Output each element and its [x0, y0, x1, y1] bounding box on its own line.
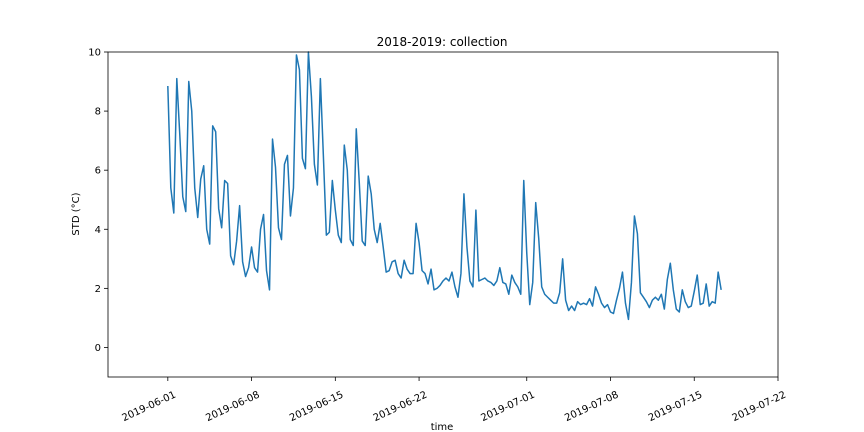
- series-layer: [167, 51, 722, 321]
- y-tick-label: 2: [95, 284, 101, 295]
- x-tick-label: 2019-07-08: [563, 390, 620, 425]
- y-tick-label: 8: [95, 107, 101, 118]
- x-axis-label: time: [431, 422, 454, 432]
- y-tick-label: 4: [95, 225, 101, 236]
- series-line-0: [167, 51, 722, 321]
- y-tick-label: 10: [88, 48, 101, 59]
- y-axis: 0 2 4 6 8 10: [88, 48, 108, 354]
- x-tick-label: 2019-06-15: [288, 390, 345, 425]
- x-axis: 2019-06-01 2019-06-08 2019-06-15 2019-06-22…: [120, 377, 788, 424]
- y-axis-label: STD (°C): [71, 192, 82, 235]
- x-tick-label: 2019-07-22: [731, 390, 788, 425]
- y-tick-label: 0: [95, 343, 101, 354]
- x-tick-label: 2019-06-01: [120, 390, 177, 425]
- plot-frame: [107, 51, 779, 378]
- y-tick-label: 6: [95, 166, 101, 177]
- x-tick-label: 2019-06-22: [372, 390, 429, 425]
- x-tick-label: 2019-06-08: [204, 390, 261, 425]
- x-tick-label: 2019-07-15: [647, 390, 704, 425]
- x-tick-label: 2019-07-01: [479, 390, 536, 425]
- chart-title: 2018-2019: collection: [377, 35, 508, 49]
